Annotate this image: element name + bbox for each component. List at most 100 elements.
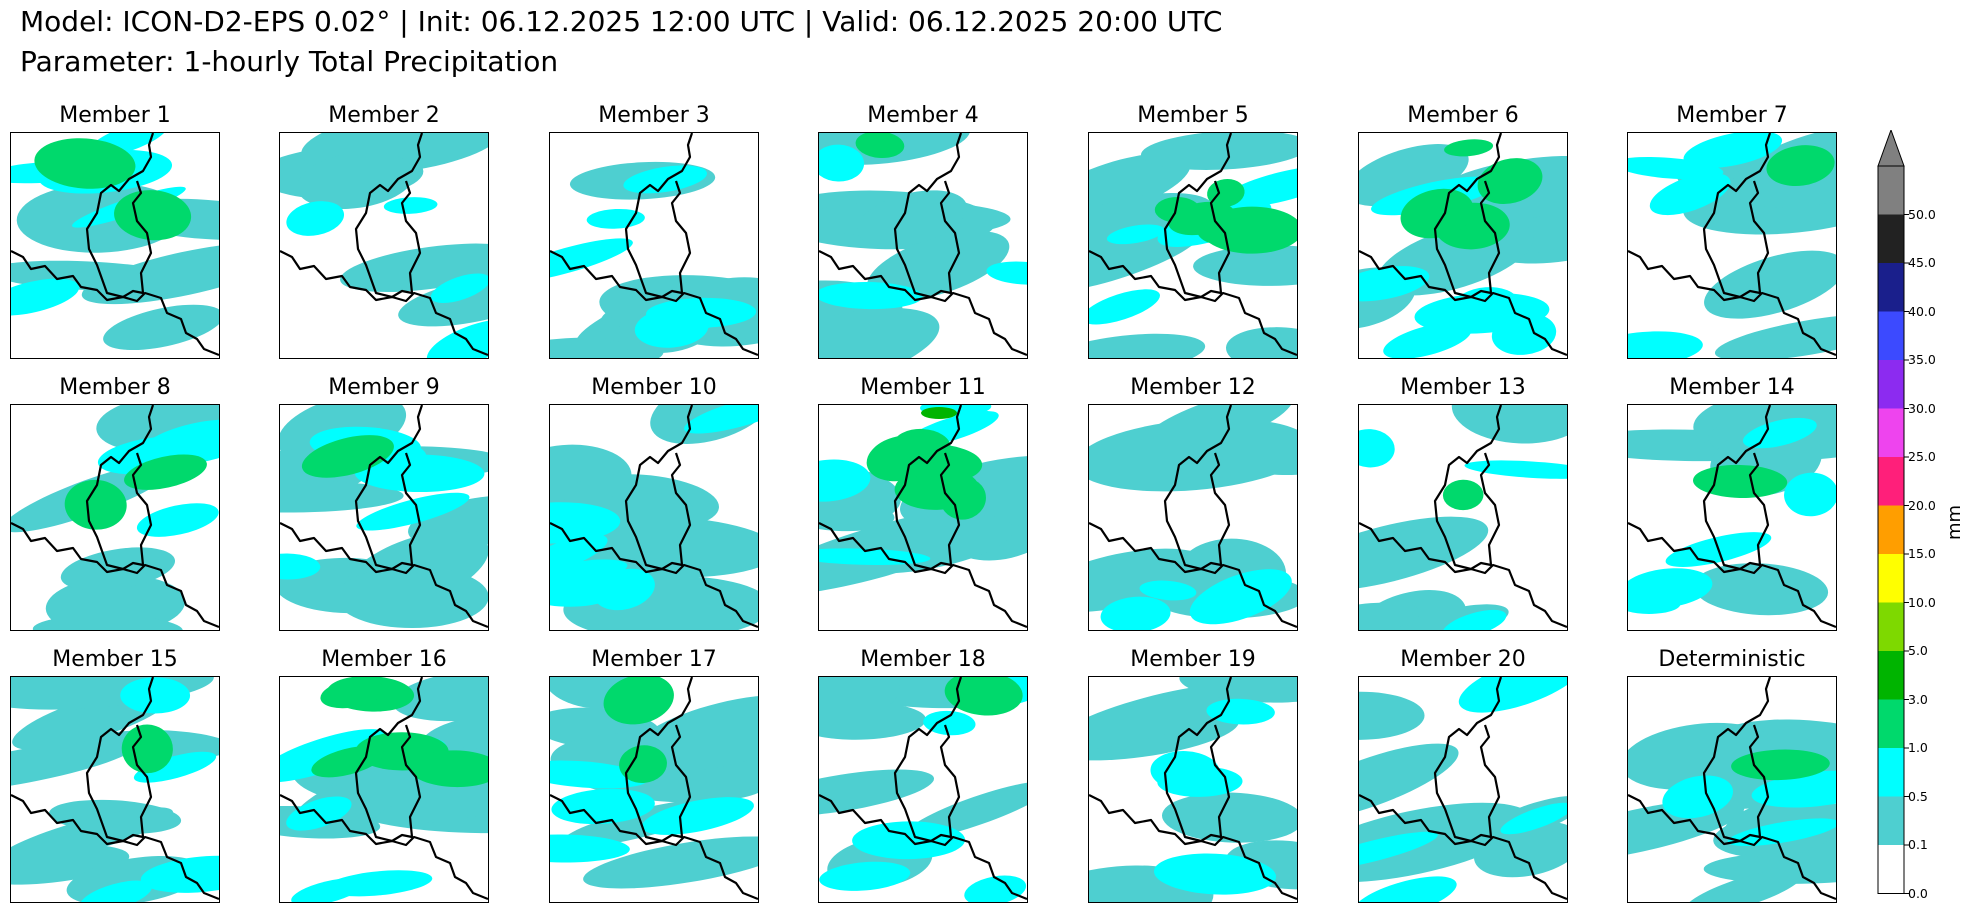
precip-area	[409, 750, 488, 788]
model-run-title: Model: ICON-D2-EPS 0.02° | Init: 06.12.2…	[20, 5, 1223, 38]
panel-title: Member 1	[59, 103, 171, 128]
precip-area	[1477, 158, 1543, 205]
colorbar-tick-label: 30.0	[1908, 400, 1936, 416]
precip-area	[1089, 289, 1160, 325]
precip-area	[550, 502, 621, 544]
precip-area	[819, 677, 900, 718]
precip-area	[1766, 145, 1835, 187]
figure-header: Model: ICON-D2-EPS 0.02° | Init: 06.12.2…	[20, 2, 1222, 82]
colorbar-tick-label: 5.0	[1908, 643, 1928, 658]
colorbar-tick-label: 0.5	[1908, 788, 1928, 804]
precip-area	[1359, 429, 1395, 468]
precip-area	[1684, 869, 1804, 902]
precip-area	[1704, 250, 1836, 319]
precip-area	[1458, 677, 1567, 713]
precip-area	[1442, 609, 1507, 630]
precip-area	[1683, 133, 1783, 169]
precip-area	[1089, 153, 1191, 223]
precip-area	[1400, 188, 1474, 239]
precip-area	[684, 405, 758, 434]
panel-title: Member 14	[1669, 375, 1795, 400]
precipitation-map	[1358, 404, 1568, 631]
colorbar-segment	[1878, 554, 1904, 603]
precip-area	[1154, 197, 1201, 223]
precip-area	[1140, 133, 1297, 170]
precip-area	[819, 144, 865, 182]
precip-area	[650, 405, 758, 444]
country-border	[354, 405, 424, 571]
precip-area	[1474, 821, 1567, 878]
precip-area	[1193, 245, 1297, 286]
precip-area	[1359, 743, 1459, 822]
precip-area	[356, 492, 470, 531]
precip-area	[1089, 418, 1297, 492]
precip-area	[1784, 472, 1836, 517]
colorbar-frame	[1877, 165, 1905, 894]
country-border	[1702, 405, 1772, 571]
precip-area	[79, 880, 152, 902]
country-border	[893, 133, 963, 299]
precip-area	[81, 242, 219, 305]
precip-area	[857, 190, 968, 247]
precip-area	[1100, 596, 1171, 630]
precip-area	[921, 407, 957, 419]
precip-area	[964, 875, 1027, 902]
precip-area	[383, 197, 438, 214]
precip-area	[1206, 698, 1275, 725]
precip-area	[297, 151, 415, 210]
colorbar-unit-label: mm	[1944, 504, 1965, 540]
country-border	[1163, 405, 1233, 571]
country-border	[624, 405, 694, 571]
precipitation-map	[549, 132, 759, 359]
panel-title: Member 5	[1137, 103, 1249, 128]
precip-area	[11, 807, 174, 866]
precip-area	[1359, 691, 1425, 740]
precip-area	[121, 724, 173, 774]
precipitation-map	[279, 132, 489, 359]
panel-title: Member 19	[1130, 647, 1256, 672]
precip-area	[1218, 165, 1297, 208]
colorbar: 0.0 0.1 0.5 1.0 3.0 5.0 10.0 15.0 20.0 25.0 30.0 35…	[1873, 128, 1943, 914]
precip-area	[280, 553, 321, 580]
precip-area	[1731, 749, 1830, 781]
country-border	[1702, 133, 1772, 299]
precip-area	[392, 677, 488, 722]
panel-title: Member 7	[1676, 103, 1788, 128]
precipitation-map	[549, 676, 759, 903]
colorbar-segment	[1878, 748, 1904, 797]
colorbar-segment	[1878, 505, 1904, 554]
precip-area	[819, 861, 911, 891]
precipitation-map	[818, 132, 1028, 359]
precip-area	[291, 878, 364, 902]
precip-area	[336, 566, 488, 629]
precip-area	[550, 534, 608, 575]
colorbar-segment	[1878, 845, 1904, 894]
panel-title: Member 8	[59, 375, 171, 400]
colorbar-tick-label: 15.0	[1908, 546, 1936, 561]
precip-area	[603, 677, 674, 725]
colorbar-tick-label: 20.0	[1908, 497, 1936, 513]
precipitation-map	[10, 676, 220, 903]
precip-area	[1189, 569, 1292, 625]
precip-area	[1649, 172, 1731, 216]
precipitation-map	[10, 404, 220, 631]
colorbar-extend-arrow	[1877, 128, 1905, 167]
precip-area	[11, 278, 80, 316]
precip-area	[819, 702, 926, 740]
precipitation-map	[1627, 404, 1837, 631]
precip-area	[103, 304, 219, 351]
colorbar-segment	[1878, 796, 1904, 845]
precip-area	[550, 760, 649, 789]
precip-area	[1451, 405, 1567, 444]
precip-area	[1491, 312, 1557, 355]
precip-area	[1727, 818, 1836, 847]
colorbar-tick-label: 3.0	[1908, 691, 1928, 707]
panel-title: Member 6	[1407, 103, 1519, 128]
precip-area	[1153, 853, 1277, 895]
country-border	[624, 677, 694, 843]
precip-area	[1139, 580, 1197, 601]
precip-area	[320, 678, 384, 709]
precip-area	[133, 751, 217, 783]
precipitation-map	[1358, 132, 1568, 359]
colorbar-segment	[1878, 360, 1904, 409]
